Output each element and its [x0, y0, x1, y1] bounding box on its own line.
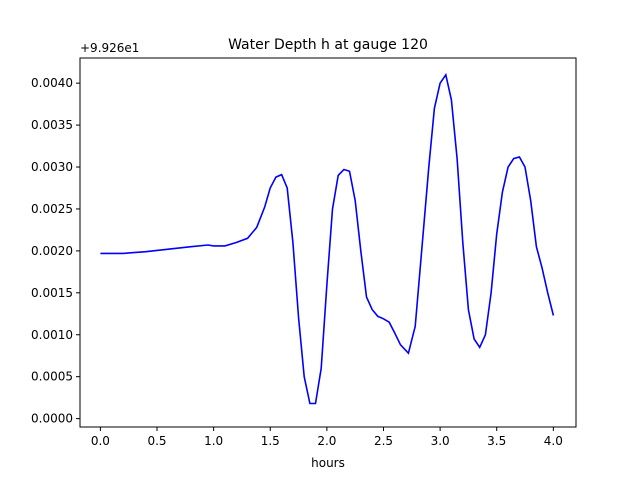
y-offset-label: +9.926e1: [80, 41, 139, 55]
y-axis-ticks: 0.0000 0.0005 0.0010 0.0015 0.0020 0.0025 0.00…: [31, 76, 80, 426]
chart-title: Water Depth h at gauge 120: [228, 37, 428, 53]
y-tick-label: 0.0040: [31, 76, 73, 90]
x-tick-label: 3.5: [487, 434, 506, 448]
plot-frame: [79, 57, 577, 428]
series-line: [100, 72, 555, 405]
plot-background: [80, 58, 576, 427]
x-tick-label: 0.0: [91, 434, 110, 448]
x-tick-label: 3.0: [431, 434, 450, 448]
y-tick-label: 0.0025: [31, 202, 73, 216]
y-tick-label: 0.0030: [31, 160, 73, 174]
x-axis-label: hours: [311, 456, 345, 470]
x-tick-label: 2.5: [374, 434, 393, 448]
y-tick-label: 0.0000: [31, 412, 73, 426]
y-tick-label: 0.0015: [31, 286, 73, 300]
y-tick-label: 0.0010: [31, 328, 73, 342]
x-tick-label: 0.5: [147, 434, 166, 448]
y-tick-label: 0.0035: [31, 118, 73, 132]
x-tick-label: 1.5: [261, 434, 280, 448]
x-tick-label: 4.0: [544, 434, 563, 448]
x-tick-label: 1.0: [204, 434, 223, 448]
x-axis-ticks: 0.0 0.5 1.0 1.5 2.0 2.5 3.0 3.5 4.0: [91, 427, 563, 448]
y-tick-label: 0.0005: [31, 370, 73, 384]
y-tick-label: 0.0020: [31, 244, 73, 258]
x-tick-label: 2.0: [317, 434, 336, 448]
